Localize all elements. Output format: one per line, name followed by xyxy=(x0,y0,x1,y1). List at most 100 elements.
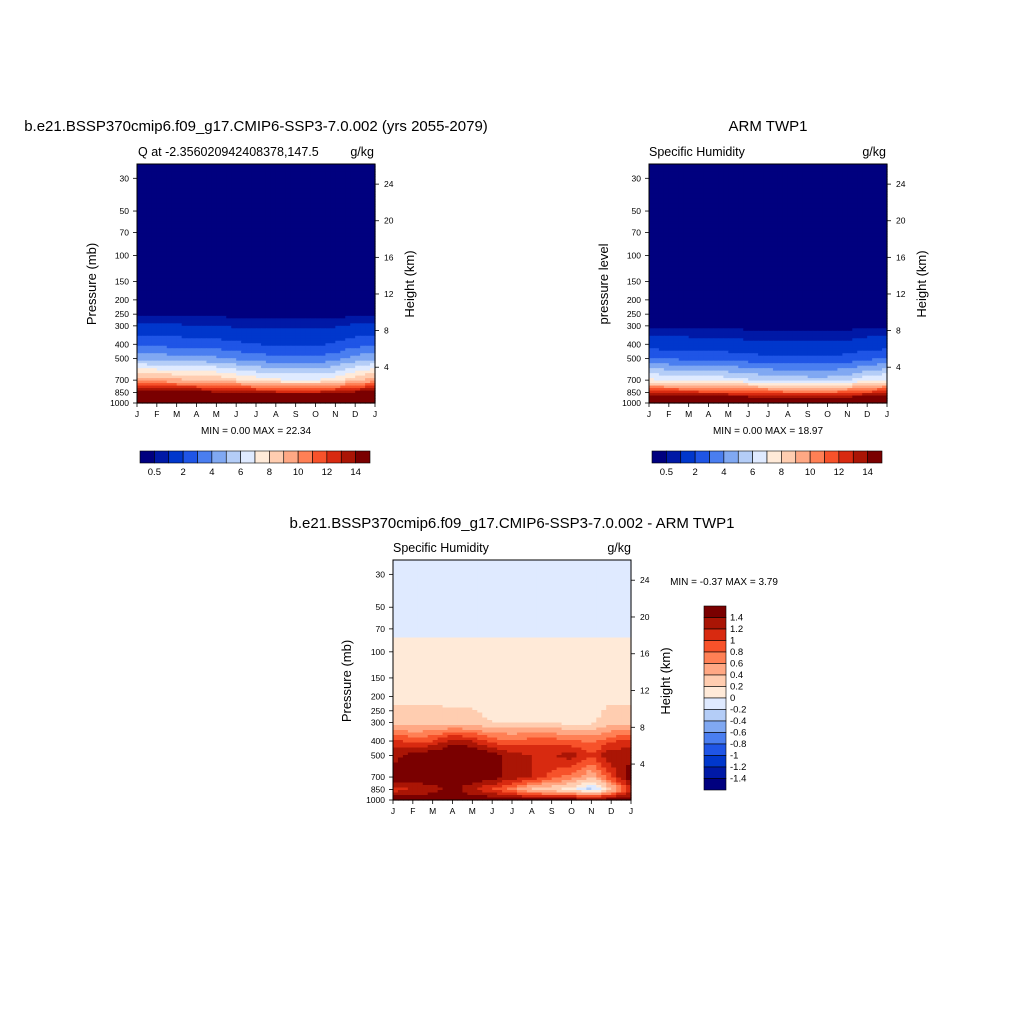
contour-cell xyxy=(768,176,774,180)
contour-cell xyxy=(275,241,282,245)
contour-cell xyxy=(151,241,158,245)
contour-cell xyxy=(161,295,168,300)
contour-cell xyxy=(241,281,247,285)
contour-cell xyxy=(310,206,317,210)
contour-cell xyxy=(246,340,252,344)
contour-cell xyxy=(256,358,262,362)
contour-cell xyxy=(335,273,341,277)
contour-cell xyxy=(256,385,262,389)
contour-cell xyxy=(355,385,361,389)
contour-cell xyxy=(241,251,247,255)
contour-cell xyxy=(310,323,317,327)
contour-cell xyxy=(181,193,188,197)
contour-cell xyxy=(186,198,193,202)
contour-cell xyxy=(137,400,143,404)
contour-cell xyxy=(703,178,710,183)
contour-cell xyxy=(330,281,336,285)
contour-cell xyxy=(305,201,312,205)
contour-cell xyxy=(156,285,163,290)
contour-cell xyxy=(290,268,297,272)
contour-cell xyxy=(290,251,297,255)
contour-cell xyxy=(171,251,178,255)
contour-cell xyxy=(166,300,173,305)
contour-cell xyxy=(265,353,272,357)
contour-cell xyxy=(171,330,178,334)
contour-cell xyxy=(370,320,376,324)
contour-cell xyxy=(355,208,361,212)
contour-cell xyxy=(151,370,158,374)
contour-cell xyxy=(231,196,237,200)
contour-cell xyxy=(290,243,297,247)
contour-cell xyxy=(226,236,232,240)
contour-cell xyxy=(181,333,188,337)
contour-cell xyxy=(340,273,346,277)
contour-cell xyxy=(226,290,232,295)
contour-cell xyxy=(186,278,193,282)
contour-cell xyxy=(365,378,371,382)
contour-cell xyxy=(156,171,163,175)
contour-cell xyxy=(260,393,267,397)
contour-cell xyxy=(246,191,252,195)
contour-cell xyxy=(151,263,158,267)
contour-cell xyxy=(792,166,799,170)
contour-cell xyxy=(231,385,237,389)
contour-cell xyxy=(226,330,232,334)
contour-cell xyxy=(325,236,331,240)
contour-cell xyxy=(196,268,203,272)
contour-cell xyxy=(310,305,317,309)
contour-cell xyxy=(290,213,297,217)
contour-cell xyxy=(186,256,193,260)
contour-cell xyxy=(355,345,361,349)
contour-cell xyxy=(137,375,143,379)
contour-cell xyxy=(673,176,680,180)
contour-cell xyxy=(265,183,272,188)
contour-cell xyxy=(206,256,212,260)
contour-cell xyxy=(350,310,356,314)
contour-cell xyxy=(151,368,158,372)
contour-cell xyxy=(206,288,212,292)
contour-cell xyxy=(246,238,252,242)
contour-cell xyxy=(181,223,188,227)
contour-cell xyxy=(171,248,178,252)
contour-cell xyxy=(340,268,346,272)
contour-cell xyxy=(325,350,331,354)
contour-cell xyxy=(265,241,272,245)
contour-cell xyxy=(355,216,361,220)
y-tick-label: 100 xyxy=(115,250,129,260)
contour-cell xyxy=(221,298,227,302)
contour-cell xyxy=(141,365,148,369)
contour-cell xyxy=(370,258,376,262)
contour-cell xyxy=(141,256,148,260)
contour-cell xyxy=(315,290,322,295)
contour-cell xyxy=(310,276,317,280)
contour-cell xyxy=(857,168,863,173)
contour-cell xyxy=(290,360,297,364)
contour-cell xyxy=(300,256,307,260)
contour-cell xyxy=(355,305,361,309)
contour-cell xyxy=(723,164,729,168)
contour-cell xyxy=(236,188,242,192)
contour-cell xyxy=(330,393,336,397)
contour-cell xyxy=(295,176,302,180)
contour-cell xyxy=(275,191,282,195)
contour-cell xyxy=(290,298,297,302)
contour-cell xyxy=(325,193,331,197)
contour-cell xyxy=(270,373,277,377)
contour-cell xyxy=(181,395,188,399)
contour-cell xyxy=(683,166,690,170)
contour-cell xyxy=(743,171,749,175)
contour-cell xyxy=(787,164,794,168)
contour-cell xyxy=(231,313,237,317)
contour-cell xyxy=(305,383,312,387)
contour-cell xyxy=(305,166,312,170)
contour-cell xyxy=(146,243,153,247)
contour-cell xyxy=(290,253,297,257)
contour-cell xyxy=(320,263,327,267)
contour-cell xyxy=(325,173,331,178)
contour-cell xyxy=(260,285,267,290)
contour-cell xyxy=(196,236,203,240)
contour-cell xyxy=(241,320,247,324)
contour-cell xyxy=(236,238,242,242)
contour-cell xyxy=(256,181,262,185)
contour-cell xyxy=(295,328,302,332)
